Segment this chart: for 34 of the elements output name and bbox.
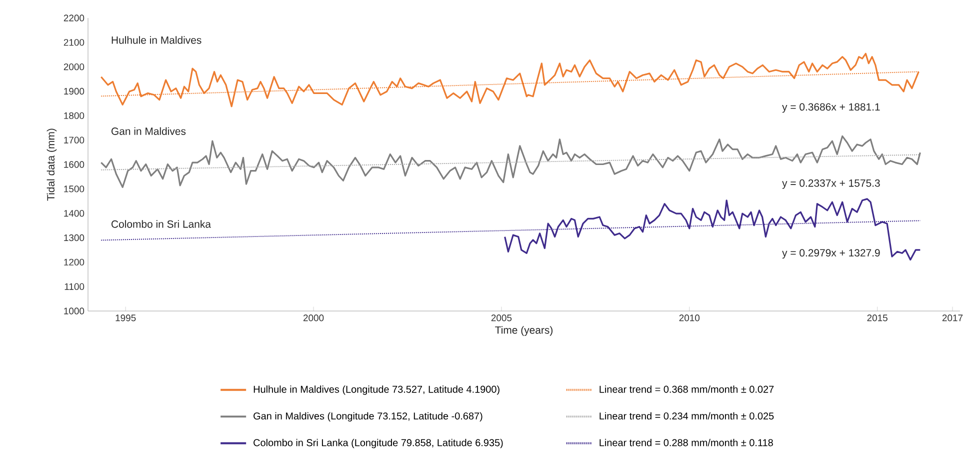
annotation: Hulhule in Maldives — [112, 36, 202, 44]
annotation: Gan in Maldives — [112, 127, 186, 135]
x-tick-label: 1995 — [116, 314, 136, 322]
x-axis-title: Time (years) — [495, 326, 552, 336]
x-tick-label: 2015 — [867, 314, 888, 322]
legend-label: Linear trend = 0.234 mm/month ± 0.025 — [600, 412, 774, 420]
y-tick-label: 1000 — [64, 308, 84, 314]
legend-label: Gan in Maldives (Longitude 73.152, Latitude -0.687) — [254, 412, 482, 422]
legend-label: Hulhule in Maldives (Longitude 73.527, Latitude 4.1900) — [254, 386, 500, 395]
y-tick-label: 1900 — [64, 88, 84, 95]
y-tick-label: 1300 — [64, 234, 84, 242]
x-tick-label: 2017 — [942, 314, 963, 322]
x-tick-label: 2000 — [303, 314, 324, 322]
annotation: y = 0.2979x + 1327.9 — [782, 249, 880, 259]
x-tick-label: 2005 — [491, 314, 512, 322]
legend-label: Linear trend = 0.368 mm/month ± 0.027 — [600, 386, 774, 393]
x-tick-label: 2010 — [679, 314, 700, 322]
y-tick-label: 1200 — [64, 258, 84, 266]
y-tick-label: 2100 — [64, 39, 84, 46]
legend-label: Colombo in Sri Lanka (Longitude 79.858, Latitude 6.935) — [254, 438, 503, 448]
legend-label: Linear trend = 0.288 mm/month ± 0.118 — [600, 438, 773, 446]
line-series — [100, 135, 921, 188]
y-tick-label: 1400 — [64, 210, 84, 217]
y-axis-title: Tidal data (mm) — [46, 128, 57, 201]
y-tick-label: 2000 — [64, 63, 84, 70]
annotation: Colombo in Sri Lanka — [112, 220, 211, 228]
y-tick-label: 1500 — [64, 186, 84, 192]
annotation: y = 0.3686x + 1881.1 — [782, 103, 880, 113]
y-tick-label: 2200 — [64, 14, 84, 22]
y-tick-label: 1700 — [64, 136, 84, 144]
y-tick-label: 1800 — [64, 112, 84, 120]
y-tick-label: 1600 — [64, 161, 84, 168]
annotation: y = 0.2337x + 1575.3 — [782, 179, 880, 189]
y-tick-label: 1100 — [64, 283, 84, 290]
